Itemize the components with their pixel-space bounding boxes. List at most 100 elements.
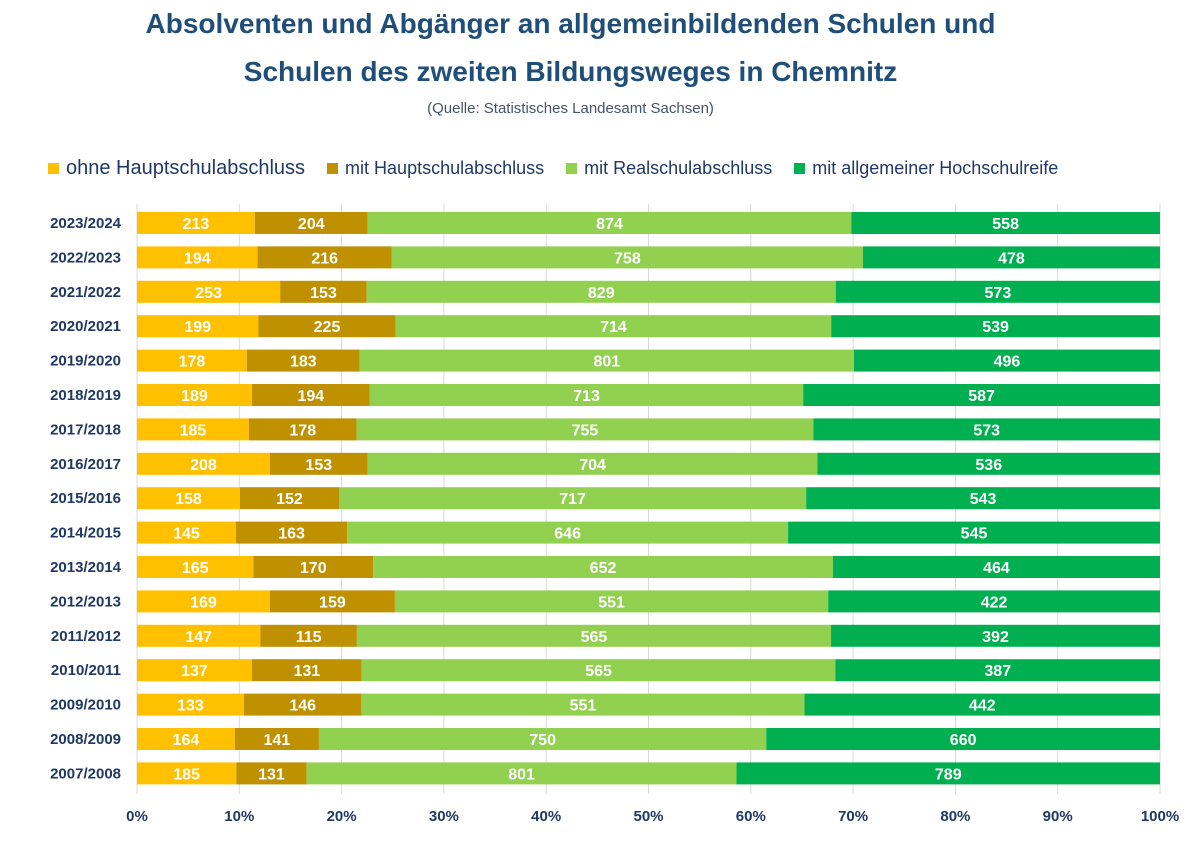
category-label: 2008/2009 xyxy=(50,731,121,748)
bar-mit-realschulabschluss xyxy=(395,315,832,338)
data-label: 704 xyxy=(579,457,606,474)
bar-ohne-hauptschulabschluss xyxy=(137,418,249,441)
data-label: 652 xyxy=(590,560,617,577)
bar-mit-hauptschulabschluss xyxy=(251,384,370,406)
data-label: 387 xyxy=(984,663,1011,680)
bar-mit-allgemeiner-hochschulreife xyxy=(831,315,1160,338)
bar-mit-hauptschulabschluss xyxy=(257,246,392,269)
data-label: 478 xyxy=(998,250,1025,267)
data-label: 131 xyxy=(293,663,320,680)
bar-ohne-hauptschulabschluss xyxy=(137,762,237,785)
category-label: 2023/2024 xyxy=(50,215,122,232)
bar-mit-realschulabschluss xyxy=(373,556,833,578)
category-label: 2017/2018 xyxy=(50,421,121,438)
data-label: 163 xyxy=(278,526,305,543)
category-label: 2011/2012 xyxy=(51,628,121,645)
data-label: 153 xyxy=(305,457,332,474)
data-label: 165 xyxy=(182,560,209,577)
bar-mit-realschulabschluss xyxy=(366,280,836,303)
data-label: 714 xyxy=(600,319,627,336)
data-label: 573 xyxy=(973,422,1000,439)
category-label: 2010/2011 xyxy=(51,662,121,679)
data-label: 141 xyxy=(264,732,291,749)
bar-mit-allgemeiner-hochschulreife xyxy=(804,693,1160,716)
data-label: 133 xyxy=(177,698,204,715)
data-label: 789 xyxy=(935,766,962,783)
data-label: 565 xyxy=(585,663,612,680)
bar-mit-realschulabschluss xyxy=(369,384,804,406)
bar-mit-allgemeiner-hochschulreife xyxy=(806,487,1160,510)
data-label: 199 xyxy=(184,319,211,336)
data-label: 178 xyxy=(179,354,206,371)
data-label: 755 xyxy=(572,422,599,439)
x-tick-label: 20% xyxy=(327,808,357,825)
bar-mit-hauptschulabschluss xyxy=(239,487,339,510)
data-label: 213 xyxy=(183,216,210,233)
bar-ohne-hauptschulabschluss xyxy=(137,384,252,406)
data-label: 169 xyxy=(190,594,217,611)
bar-ohne-hauptschulabschluss xyxy=(137,728,235,750)
data-label: 158 xyxy=(175,491,202,508)
x-tick-label: 100% xyxy=(1141,808,1179,825)
bar-mit-allgemeiner-hochschulreife xyxy=(835,659,1160,682)
bar-ohne-hauptschulabschluss xyxy=(137,659,252,682)
category-label: 2014/2015 xyxy=(50,525,121,542)
bar-mit-allgemeiner-hochschulreife xyxy=(813,418,1160,441)
x-tick-label: 80% xyxy=(940,808,970,825)
x-tick-label: 50% xyxy=(633,808,663,825)
bar-mit-hauptschulabschluss xyxy=(246,349,360,372)
data-label: 874 xyxy=(596,216,623,233)
data-label: 137 xyxy=(181,663,208,680)
bar-ohne-hauptschulabschluss xyxy=(137,556,254,578)
category-label: 2013/2014 xyxy=(50,559,122,576)
bar-mit-hauptschulabschluss xyxy=(234,728,319,750)
chart-subtitle: (Quelle: Statistisches Landesamt Sachsen… xyxy=(427,100,714,117)
bar-mit-realschulabschluss xyxy=(394,590,829,613)
category-labels: 2023/2024 2022/2023 2021/2022 2020/2021 2019… xyxy=(50,215,122,782)
bar-mit-realschulabschluss xyxy=(338,487,807,510)
data-label: 189 xyxy=(181,388,208,405)
data-label: 178 xyxy=(289,422,316,439)
data-label: 545 xyxy=(961,526,988,543)
legend-item-mit-hauptschulabschluss: mit Hauptschulabschluss xyxy=(327,158,544,179)
legend: ohne Hauptschulabschluss mit Hauptschulab… xyxy=(48,157,1080,179)
bar-mit-allgemeiner-hochschulreife xyxy=(817,452,1160,475)
data-label: 185 xyxy=(180,422,207,439)
data-label: 194 xyxy=(184,250,211,267)
data-label: 758 xyxy=(614,250,641,267)
bar-mit-allgemeiner-hochschulreife xyxy=(862,246,1160,269)
data-label: 551 xyxy=(570,698,597,715)
legend-label: ohne Hauptschulabschluss xyxy=(66,156,306,179)
bars xyxy=(137,212,1160,785)
data-label: 536 xyxy=(975,457,1002,474)
bar-mit-hauptschulabschluss xyxy=(243,693,362,716)
bar-mit-realschulabschluss xyxy=(361,693,805,716)
bar-mit-hauptschulabschluss xyxy=(236,762,307,785)
x-tick-label: 60% xyxy=(736,808,766,825)
data-label: 539 xyxy=(982,319,1009,336)
data-label: 801 xyxy=(594,354,621,371)
x-tick-label: 70% xyxy=(838,808,868,825)
bar-mit-allgemeiner-hochschulreife xyxy=(828,590,1160,613)
data-label: 551 xyxy=(598,594,625,611)
bar-mit-realschulabschluss xyxy=(318,728,767,750)
legend-item-mit-allgemeiner-hochschulreife: mit allgemeiner Hochschulreife xyxy=(794,158,1058,179)
bar-ohne-hauptschulabschluss xyxy=(137,315,259,338)
data-label: 464 xyxy=(983,560,1010,577)
bar-ohne-hauptschulabschluss xyxy=(137,452,270,475)
data-label: 442 xyxy=(969,698,996,715)
bar-mit-allgemeiner-hochschulreife xyxy=(853,349,1160,372)
data-label: 170 xyxy=(300,560,327,577)
bar-ohne-hauptschulabschluss xyxy=(137,246,258,269)
data-label: 713 xyxy=(573,388,600,405)
bar-mit-allgemeiner-hochschulreife xyxy=(736,762,1160,785)
bar-mit-realschulabschluss xyxy=(306,762,737,785)
data-label: 185 xyxy=(173,766,200,783)
bar-mit-allgemeiner-hochschulreife xyxy=(832,556,1160,578)
bar-mit-realschulabschluss xyxy=(356,418,814,441)
bar-ohne-hauptschulabschluss xyxy=(137,212,255,234)
bar-mit-realschulabschluss xyxy=(347,521,789,544)
data-label: 159 xyxy=(319,594,346,611)
bar-mit-realschulabschluss xyxy=(361,659,836,682)
bar-mit-allgemeiner-hochschulreife xyxy=(831,624,1160,647)
